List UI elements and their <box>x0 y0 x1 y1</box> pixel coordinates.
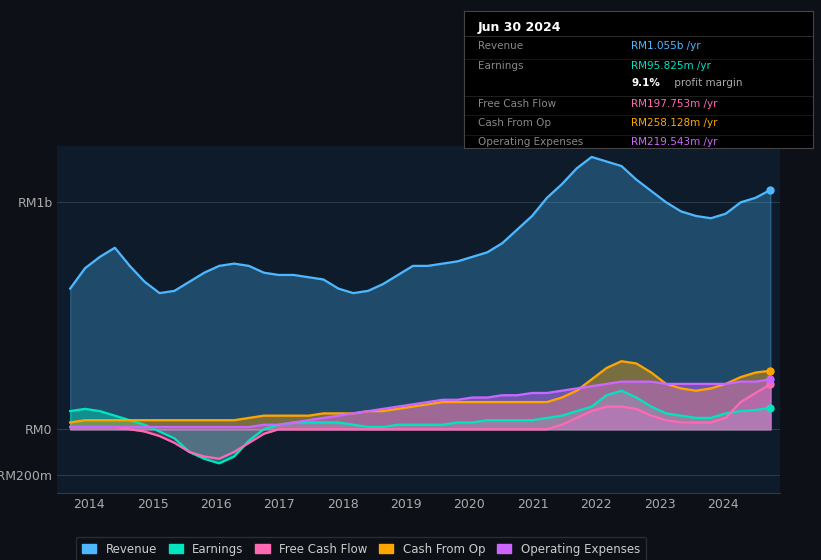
Legend: Revenue, Earnings, Free Cash Flow, Cash From Op, Operating Expenses: Revenue, Earnings, Free Cash Flow, Cash … <box>76 536 646 560</box>
Text: Earnings: Earnings <box>478 60 523 71</box>
Text: Cash From Op: Cash From Op <box>478 118 551 128</box>
Text: profit margin: profit margin <box>672 78 743 88</box>
Text: 9.1%: 9.1% <box>631 78 660 88</box>
Text: RM219.543m /yr: RM219.543m /yr <box>631 137 718 147</box>
Text: Operating Expenses: Operating Expenses <box>478 137 583 147</box>
Text: RM197.753m /yr: RM197.753m /yr <box>631 99 718 109</box>
Text: RM258.128m /yr: RM258.128m /yr <box>631 118 718 128</box>
Text: Revenue: Revenue <box>478 41 523 52</box>
Text: RM95.825m /yr: RM95.825m /yr <box>631 60 711 71</box>
Text: Jun 30 2024: Jun 30 2024 <box>478 21 562 34</box>
Text: RM1.055b /yr: RM1.055b /yr <box>631 41 701 52</box>
Text: Free Cash Flow: Free Cash Flow <box>478 99 556 109</box>
